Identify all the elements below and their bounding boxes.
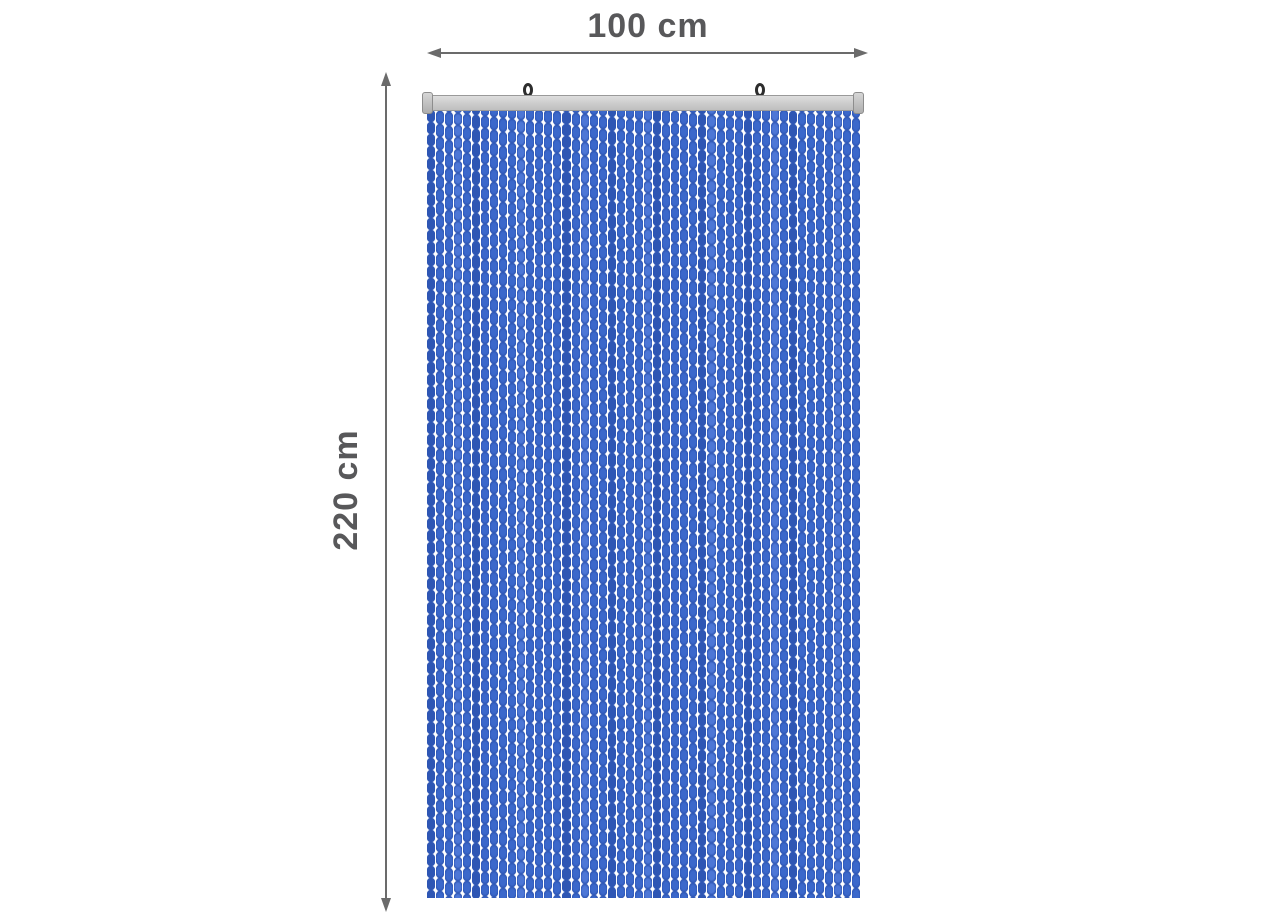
bead-strand — [544, 110, 552, 898]
width-dimension-label: 100 cm — [587, 7, 709, 45]
bead-strand — [590, 110, 598, 898]
bead-strand — [508, 110, 516, 898]
bead-strand — [608, 110, 616, 898]
bead-strand — [843, 110, 851, 898]
bead-strand — [472, 110, 480, 898]
bead-strand — [735, 110, 743, 898]
bead-strand — [499, 110, 507, 898]
arrowhead-right-icon — [854, 48, 868, 58]
bead-strand — [717, 110, 725, 898]
bead-strand — [562, 110, 571, 898]
bead-strand — [635, 110, 643, 898]
bead-strand — [744, 110, 752, 898]
width-dimension-arrow — [427, 46, 868, 60]
bead-strand — [526, 110, 534, 898]
bead-strand — [680, 110, 688, 898]
curtain-rail — [424, 95, 862, 111]
bead-curtain — [427, 110, 860, 898]
width-arrow-line — [433, 52, 862, 54]
bead-strand — [807, 110, 815, 898]
height-arrow-line — [385, 78, 387, 906]
bead-strand — [789, 110, 797, 898]
bead-strand — [445, 110, 453, 898]
bead-strand — [726, 110, 734, 898]
bead-strand — [599, 110, 607, 898]
bead-strand — [644, 110, 652, 898]
bead-strand — [617, 110, 625, 898]
bead-strand — [689, 110, 697, 898]
bead-strand — [753, 110, 761, 898]
bead-strand — [653, 110, 661, 898]
bead-strand — [671, 110, 679, 898]
rail-end-cap-right — [853, 92, 864, 114]
bead-strand — [771, 110, 779, 898]
bead-strand — [825, 110, 833, 898]
bead-strand — [572, 110, 580, 898]
arrowhead-down-icon — [381, 898, 391, 912]
bead-strand — [427, 110, 435, 898]
bead-strand — [698, 110, 706, 898]
bead-strand — [535, 110, 543, 898]
height-dimension-arrow — [379, 72, 393, 912]
bead-strand — [626, 110, 634, 898]
bead-strand — [481, 110, 489, 898]
bead-strand — [780, 110, 788, 898]
bead-strand — [852, 110, 860, 898]
bead-strand — [490, 110, 498, 898]
bead-strand — [454, 110, 462, 898]
bead-strand — [707, 110, 716, 898]
height-dimension-label: 220 cm — [327, 429, 365, 551]
bead-strand — [463, 110, 471, 898]
bead-strand — [553, 110, 561, 898]
bead-strand — [662, 110, 670, 898]
bead-strand — [798, 110, 806, 898]
bead-strand — [762, 110, 770, 898]
bead-strand — [816, 110, 824, 898]
bead-strand — [436, 110, 444, 898]
bead-strand — [581, 110, 589, 898]
rail-end-cap-left — [422, 92, 433, 114]
bead-strand — [517, 110, 525, 898]
bead-strand — [834, 110, 842, 898]
